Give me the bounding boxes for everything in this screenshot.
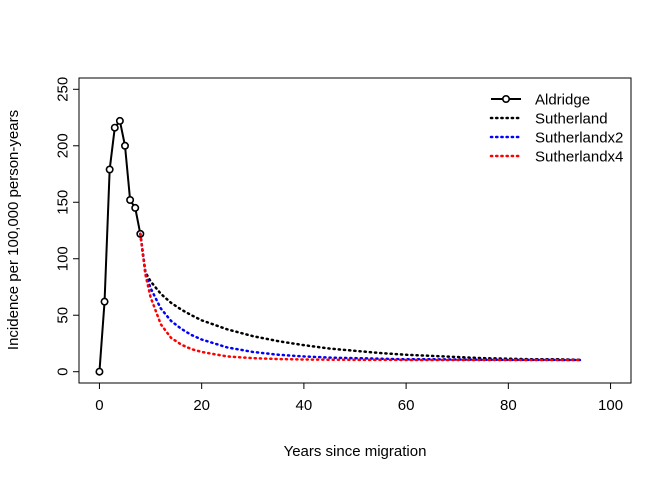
series-line-sutherland [139,232,582,362]
x-tick-label: 0 [95,397,103,414]
data-point-aldridge [131,203,140,212]
data-point-aldridge [105,165,114,174]
y-tick-label: 100 [54,246,71,271]
x-tick-label: 100 [598,397,623,414]
y-axis: 0 50 100 150 200 250 [54,77,79,376]
data-point-aldridge [115,116,124,125]
y-tick-label: 200 [54,133,71,158]
legend-label-sutherland: Sutherland [535,110,608,127]
legend-label-aldridge: Aldridge [535,91,590,108]
series-line-sutherlandx4 [139,232,582,362]
y-tick-label: 150 [54,190,71,215]
legend-label-sutherlandx4: Sutherlandx4 [535,148,623,165]
legend-marker-aldridge [501,95,510,104]
data-point-aldridge [95,367,104,376]
data-point-aldridge [100,297,109,306]
data-point-aldridge [121,141,130,150]
y-axis-label: Incidence per 100,000 person-years [5,110,22,350]
x-tick-label: 80 [500,397,517,414]
y-tick-label: 50 [54,307,71,324]
x-tick-label: 40 [296,397,313,414]
x-axis: 0 20 40 60 80 100 [95,383,623,414]
x-tick-label: 60 [398,397,415,414]
legend: Aldridge Sutherland Sutherlandx2 Sutherland… [489,91,623,165]
data-point-aldridge [126,196,135,205]
x-tick-label: 20 [193,397,210,414]
plot-frame [78,77,632,384]
legend-label-sutherlandx2: Sutherlandx2 [535,129,623,146]
x-axis-label: Years since migration [284,443,427,460]
data-point-aldridge [110,123,119,132]
y-tick-label: 250 [54,77,71,102]
series-layer [95,116,582,376]
series-line-aldridge [98,118,142,372]
y-tick-label: 0 [54,368,71,376]
series-line-sutherlandx2 [139,232,582,362]
